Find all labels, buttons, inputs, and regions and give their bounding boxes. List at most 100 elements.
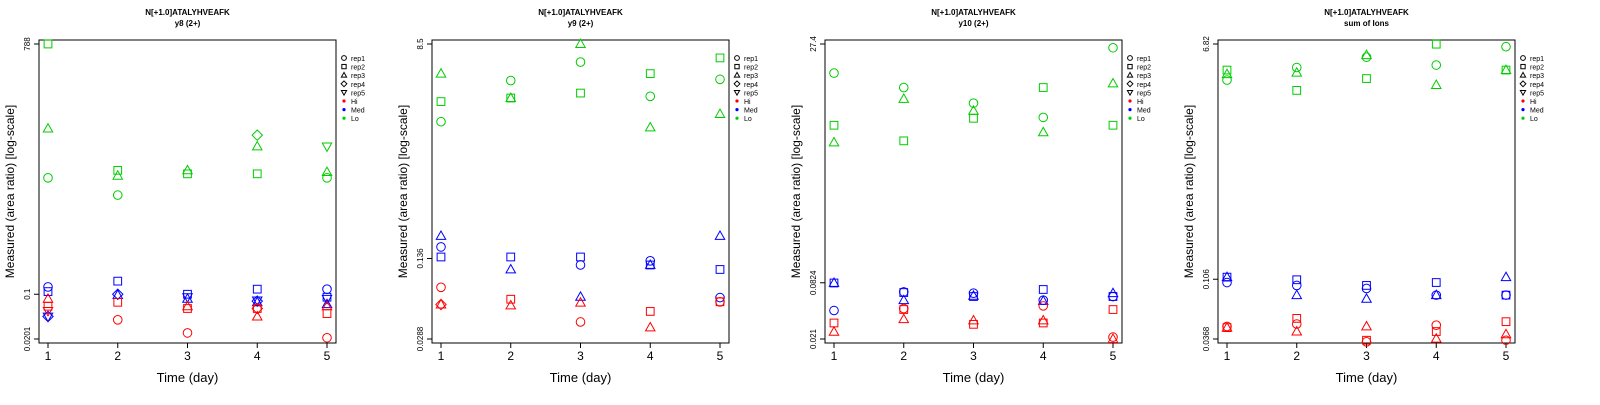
- data-point: [968, 98, 979, 108]
- data-point: [436, 282, 446, 293]
- data-point: [1430, 289, 1442, 300]
- data-point: [1362, 281, 1371, 290]
- data-point: [1291, 325, 1303, 336]
- data-point: [321, 294, 333, 305]
- data-point: [1501, 290, 1511, 300]
- data-point: [1362, 335, 1371, 345]
- data-point: [42, 312, 54, 323]
- legend-label: Hi: [1137, 99, 1144, 106]
- y-axis-label: Measured (area ratio) [log-scale]: [1182, 105, 1196, 278]
- x-tick-label: 4: [647, 349, 654, 363]
- data-point: [828, 136, 840, 147]
- data-point: [252, 169, 262, 179]
- data-point: [1430, 332, 1442, 343]
- legend-marker: [342, 99, 346, 103]
- data-point: [435, 229, 447, 240]
- legend-label: Hi: [351, 99, 358, 106]
- legend-marker: [1519, 89, 1527, 97]
- data-point: [1292, 314, 1302, 323]
- data-point: [251, 296, 263, 307]
- x-axis-label: Time (day): [157, 370, 219, 385]
- legend-marker: [734, 55, 740, 61]
- data-point: [1292, 275, 1302, 285]
- legend-label: rep2: [1137, 65, 1151, 72]
- legend-label: rep2: [351, 65, 365, 72]
- data-point: [575, 57, 586, 67]
- data-point: [251, 310, 263, 321]
- data-point: [113, 297, 123, 307]
- legend-label: rep1: [1137, 56, 1151, 63]
- legend-label: Med: [744, 108, 758, 115]
- data-point: [898, 294, 910, 305]
- data-point: [43, 301, 53, 311]
- data-point: [42, 292, 54, 303]
- data-point: [1292, 86, 1302, 95]
- y-axis-label: Measured (area ratio) [log-scale]: [396, 105, 410, 278]
- data-point: [969, 113, 978, 123]
- legend-label: Med: [1137, 108, 1151, 115]
- chart-subtitle: sum of Ions: [1344, 19, 1389, 28]
- data-point: [112, 190, 123, 200]
- data-point: [644, 321, 656, 332]
- y-axis-label: Measured (area ratio) [log-scale]: [3, 105, 17, 278]
- data-point: [1107, 287, 1119, 298]
- legend-marker: [1128, 108, 1132, 112]
- data-point: [321, 298, 333, 309]
- data-point: [43, 287, 53, 296]
- data-point: [322, 173, 332, 183]
- x-tick-label: 3: [970, 349, 977, 363]
- data-point: [1361, 283, 1372, 294]
- data-point: [1500, 64, 1512, 74]
- data-point: [1501, 41, 1511, 52]
- legend-label: rep5: [744, 90, 758, 97]
- legend-label: Hi: [744, 99, 751, 106]
- data-point: [506, 294, 516, 304]
- legend-marker: [733, 80, 741, 88]
- data-point: [1501, 290, 1511, 300]
- data-point: [43, 173, 53, 183]
- data-point: [967, 289, 980, 300]
- chart-panel-1: N[+1.0]ATALYHVEAFK y8 (2+) 1 2 3 4 5 Time (day)…: [3, 8, 365, 385]
- data-point: [182, 328, 193, 338]
- data-point: [1361, 52, 1372, 62]
- data-point: [1291, 280, 1302, 291]
- data-point: [715, 297, 725, 307]
- data-point: [436, 97, 446, 106]
- legend-marker: [341, 55, 347, 61]
- x-tick-label: 5: [324, 349, 331, 363]
- x-axis-label: Time (day): [943, 370, 1005, 385]
- x-tick-label: 1: [1224, 349, 1231, 363]
- y-tick-label: 27.4: [809, 36, 818, 52]
- plot-frame: [1217, 39, 1516, 344]
- plot-frame: [38, 39, 337, 344]
- x-axis-label: Time (day): [550, 370, 612, 385]
- data-point: [505, 263, 517, 274]
- x-tick-label: 3: [1363, 349, 1370, 363]
- x-tick-label: 2: [507, 349, 514, 363]
- data-point: [1360, 292, 1373, 303]
- legend-label: Lo: [1530, 116, 1538, 123]
- data-point: [506, 252, 516, 262]
- data-point: [1221, 68, 1233, 79]
- data-point: [898, 92, 910, 103]
- x-tick-label: 3: [184, 349, 191, 363]
- data-point: [1360, 320, 1373, 331]
- x-tick-label: 1: [438, 349, 445, 363]
- chart-subtitle: y8 (2+): [175, 19, 201, 28]
- data-point: [576, 88, 585, 98]
- legend-label: rep4: [1530, 82, 1544, 89]
- data-point: [1037, 294, 1049, 305]
- data-point: [1037, 126, 1049, 137]
- data-point: [1431, 278, 1441, 287]
- data-point: [251, 302, 264, 315]
- y-tick-label: 0.106: [1202, 269, 1211, 290]
- legend-marker: [1521, 108, 1525, 112]
- y-tick-label: 0.021: [809, 328, 818, 349]
- chart-subtitle: y9 (2+): [568, 19, 594, 28]
- x-tick-label: 2: [900, 349, 907, 363]
- legend-label: rep4: [744, 82, 758, 89]
- data-point: [967, 314, 980, 325]
- y-tick-label: 0.0824: [809, 270, 818, 295]
- legend-label: rep4: [351, 82, 365, 89]
